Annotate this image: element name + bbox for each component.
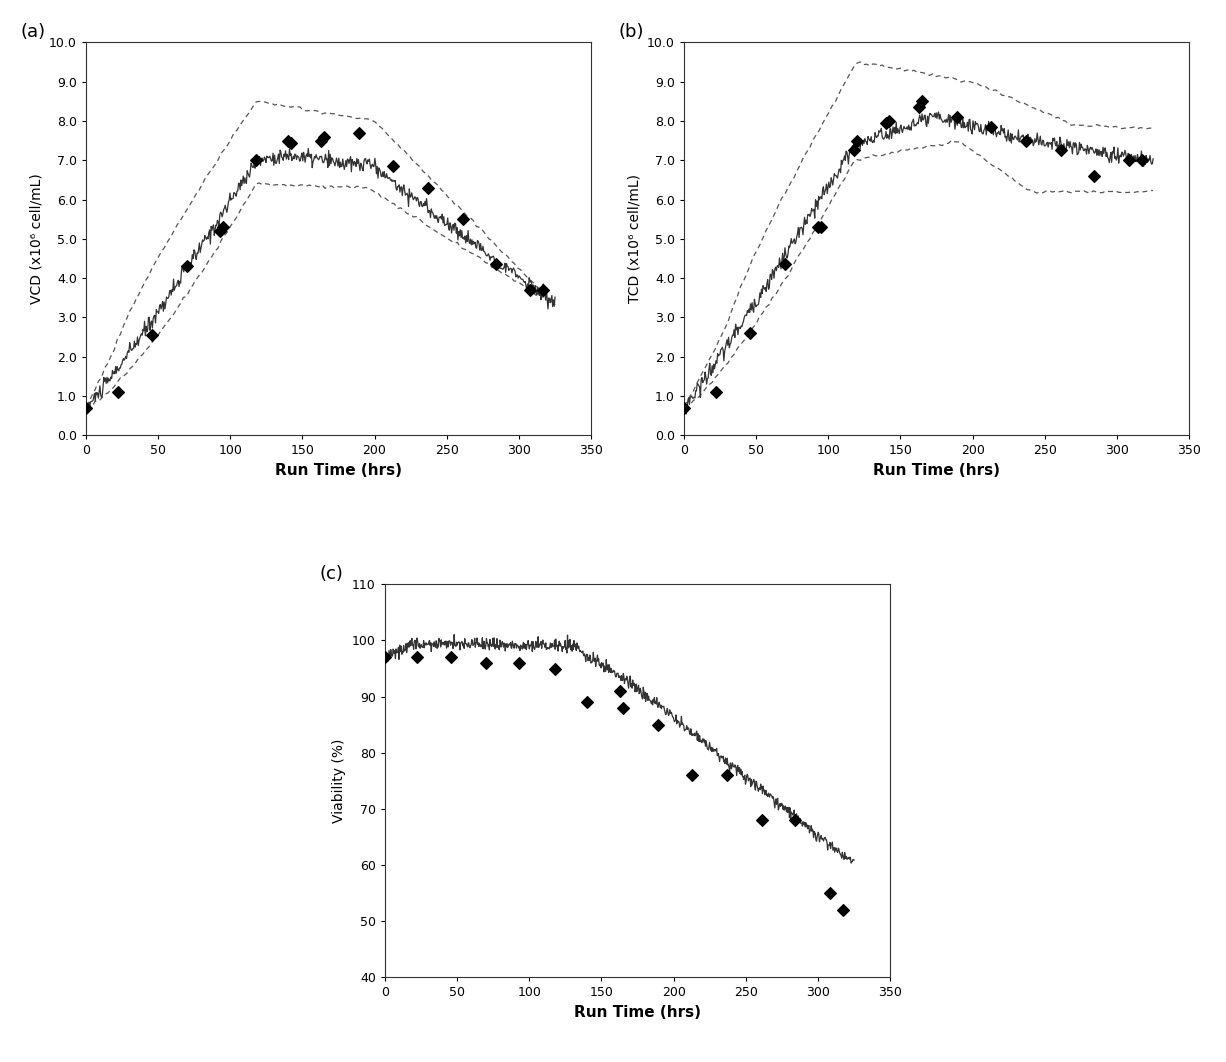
Point [912, 92, 932, 109]
Point [683, 767, 702, 784]
Point [521, 281, 541, 298]
Point [246, 152, 266, 169]
Point [142, 326, 162, 343]
Point [211, 222, 230, 239]
Point [375, 649, 395, 666]
Point [452, 210, 472, 227]
Point [910, 99, 929, 116]
Point [485, 256, 505, 273]
Point [812, 219, 831, 236]
Point [407, 649, 427, 666]
Point [1051, 142, 1070, 159]
Point [982, 118, 1002, 135]
Point [613, 699, 633, 716]
Text: (c): (c) [319, 565, 343, 583]
Y-axis label: VCD (x10⁶ cell/mL): VCD (x10⁶ cell/mL) [29, 173, 43, 304]
Point [820, 885, 840, 902]
Point [349, 124, 369, 141]
Point [533, 281, 553, 298]
Text: (b): (b) [618, 23, 644, 40]
Point [281, 134, 300, 151]
Point [418, 179, 438, 196]
Point [311, 132, 331, 149]
Point [741, 325, 760, 342]
Point [1084, 168, 1103, 185]
Point [1132, 152, 1151, 169]
Point [647, 716, 667, 733]
Text: (a): (a) [20, 23, 45, 40]
Point [577, 693, 597, 710]
Point [1016, 132, 1036, 149]
X-axis label: Run Time (hrs): Run Time (hrs) [574, 1005, 701, 1020]
Point [877, 115, 896, 132]
Point [946, 108, 966, 125]
Point [752, 811, 771, 828]
Point [674, 399, 694, 416]
Point [476, 654, 495, 671]
Y-axis label: Viability (%): Viability (%) [332, 738, 347, 823]
Point [76, 399, 96, 416]
Point [717, 767, 737, 784]
Point [879, 113, 899, 130]
X-axis label: Run Time (hrs): Run Time (hrs) [275, 463, 402, 478]
Point [845, 142, 864, 159]
Point [441, 649, 461, 666]
Point [785, 811, 804, 828]
Point [706, 383, 726, 400]
Point [808, 219, 828, 236]
Point [546, 660, 565, 676]
Point [1119, 152, 1139, 169]
Point [314, 129, 333, 145]
Point [384, 157, 403, 174]
Point [278, 132, 298, 149]
Point [847, 132, 867, 149]
Point [775, 256, 794, 273]
Y-axis label: TCD (x10⁶ cell/mL): TCD (x10⁶ cell/mL) [628, 174, 641, 304]
Point [213, 219, 233, 236]
Point [177, 258, 196, 275]
X-axis label: Run Time (hrs): Run Time (hrs) [873, 463, 1000, 478]
Point [108, 383, 128, 400]
Point [509, 654, 528, 671]
Point [611, 683, 630, 700]
Point [832, 902, 852, 919]
